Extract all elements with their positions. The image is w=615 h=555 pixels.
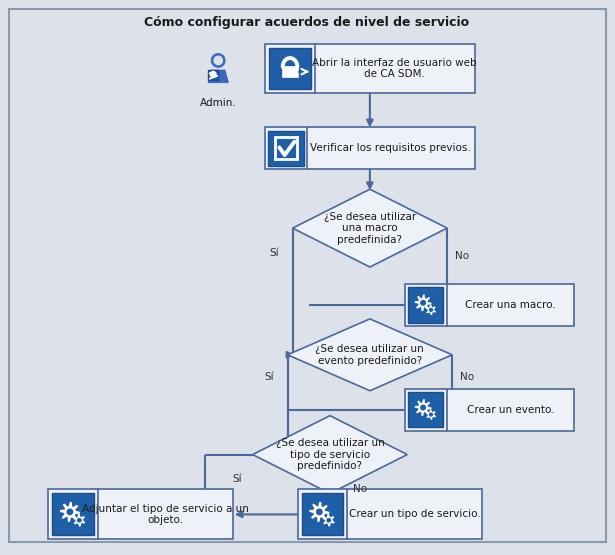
- Bar: [265, 128, 475, 169]
- Polygon shape: [253, 416, 407, 493]
- Polygon shape: [426, 305, 436, 315]
- Text: Abrir la interfaz de usuario web
de CA SDM.: Abrir la interfaz de usuario web de CA S…: [312, 58, 477, 79]
- Text: Cómo configurar acuerdos de nivel de servicio: Cómo configurar acuerdos de nivel de ser…: [145, 16, 470, 29]
- Text: ¿Se desea utilizar un
evento predefinido?: ¿Se desea utilizar un evento predefinido…: [315, 344, 424, 366]
- Text: ¿Se desea utilizar
una macro
predefinida?: ¿Se desea utilizar una macro predefinida…: [323, 211, 416, 245]
- Polygon shape: [60, 502, 80, 522]
- Circle shape: [430, 309, 432, 311]
- Polygon shape: [426, 410, 436, 420]
- Text: Verificar los requisitos previos.: Verificar los requisitos previos.: [311, 143, 471, 153]
- Circle shape: [299, 69, 304, 74]
- Circle shape: [327, 518, 330, 522]
- Text: Crear una macro.: Crear una macro.: [465, 300, 556, 310]
- Polygon shape: [415, 399, 432, 416]
- Bar: [48, 490, 232, 539]
- Text: Crear un evento.: Crear un evento.: [467, 405, 554, 415]
- Text: No: No: [460, 372, 474, 382]
- Text: ¿Se desea utilizar un
tipo de servicio
predefinido?: ¿Se desea utilizar un tipo de servicio p…: [276, 438, 384, 471]
- Polygon shape: [415, 294, 432, 311]
- Bar: [269, 131, 304, 166]
- Polygon shape: [73, 514, 85, 527]
- Text: No: No: [353, 485, 367, 495]
- Circle shape: [67, 509, 73, 514]
- Bar: [52, 493, 94, 536]
- Bar: [408, 392, 443, 427]
- Text: Sí: Sí: [233, 475, 242, 485]
- Bar: [301, 493, 343, 536]
- Circle shape: [317, 509, 322, 514]
- Bar: [282, 66, 298, 78]
- Bar: [405, 388, 574, 431]
- Bar: [269, 48, 311, 89]
- Text: Sí: Sí: [270, 248, 279, 258]
- Text: Crear un tipo de servicio.: Crear un tipo de servicio.: [349, 509, 481, 519]
- Polygon shape: [309, 502, 330, 522]
- Bar: [209, 72, 217, 78]
- Circle shape: [77, 518, 81, 522]
- Bar: [298, 490, 482, 539]
- Bar: [275, 137, 297, 159]
- Polygon shape: [288, 319, 452, 391]
- Circle shape: [421, 405, 426, 410]
- Circle shape: [430, 413, 432, 416]
- Bar: [405, 284, 574, 326]
- Text: Sí: Sí: [265, 372, 274, 382]
- Polygon shape: [293, 189, 447, 267]
- Polygon shape: [323, 514, 335, 527]
- Text: Admin.: Admin.: [200, 98, 237, 108]
- Polygon shape: [208, 70, 228, 82]
- Bar: [212, 74, 215, 77]
- Text: No: No: [455, 251, 469, 261]
- Bar: [208, 70, 218, 80]
- Circle shape: [421, 300, 426, 305]
- Text: Adjuntar el tipo de servicio a un
objeto.: Adjuntar el tipo de servicio a un objeto…: [82, 503, 248, 525]
- Bar: [408, 287, 443, 322]
- Bar: [265, 44, 475, 93]
- Circle shape: [215, 75, 216, 77]
